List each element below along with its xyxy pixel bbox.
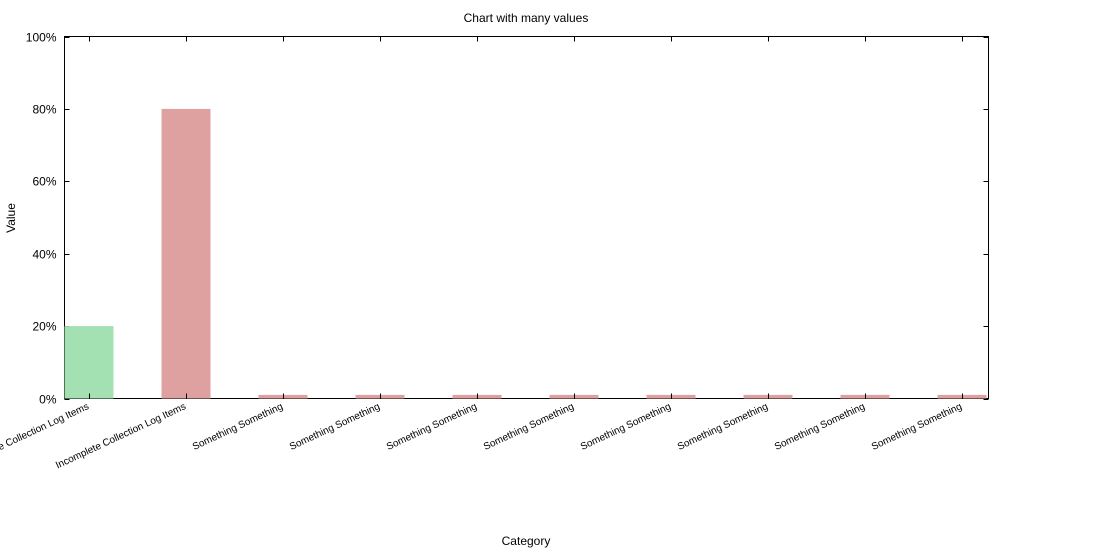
- y-tick-label: 60%: [32, 175, 56, 189]
- y-tick-label: 20%: [32, 320, 56, 334]
- x-tick-label: Something Something: [676, 401, 770, 453]
- y-tick-label: 0%: [39, 393, 57, 407]
- x-tick-label: Something Something: [870, 401, 964, 453]
- bar: [64, 326, 114, 399]
- x-axis-label: Category: [502, 534, 551, 548]
- x-tick-label: Something Something: [773, 401, 867, 453]
- x-tick-label: Something Something: [288, 401, 382, 453]
- x-axis: Complete Collection Log ItemsIncomplete …: [0, 36, 964, 471]
- bar: [161, 108, 211, 399]
- y-axis-label: Value: [4, 203, 18, 233]
- y-axis: 0% 20% 40% 60% 80% 100%: [26, 31, 989, 407]
- x-tick-label: Something Something: [482, 401, 576, 453]
- chart-title: Chart with many values: [464, 11, 589, 25]
- y-tick-label: 40%: [32, 248, 56, 262]
- x-tick-label: Something Something: [191, 401, 285, 453]
- y-tick-label: 100%: [26, 31, 57, 45]
- y-tick-label: 80%: [32, 103, 56, 117]
- bars-group: [64, 108, 987, 399]
- plot-frame: [64, 36, 989, 399]
- x-tick-label: Something Something: [579, 401, 673, 453]
- x-tick-label: Something Something: [385, 401, 479, 453]
